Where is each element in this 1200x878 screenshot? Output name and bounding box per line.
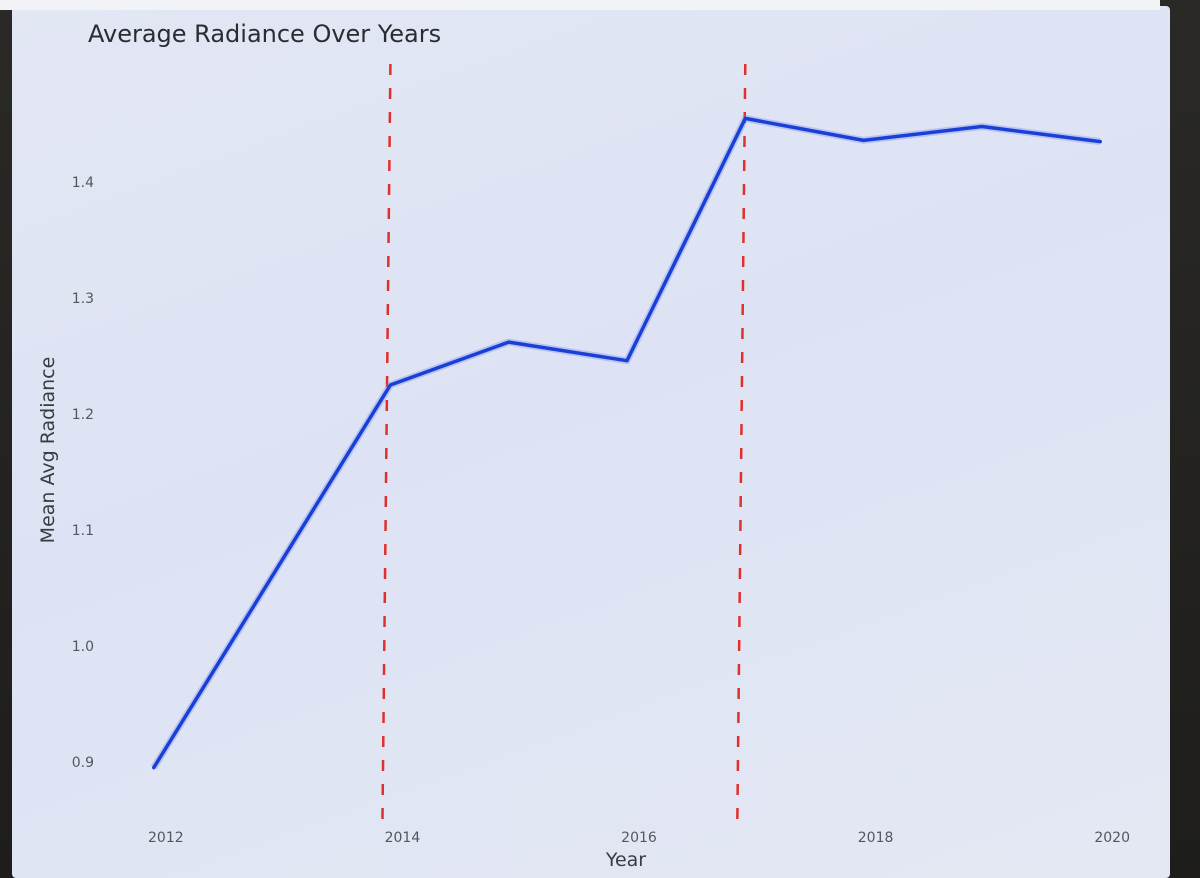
chart-panel <box>12 6 1170 878</box>
y-axis-title: Mean Avg Radiance <box>37 357 59 544</box>
chart-title: Average Radiance Over Years <box>88 20 441 48</box>
y-tick-label: 1.3 <box>72 291 94 307</box>
y-tick-label: 1.1 <box>72 523 94 539</box>
y-tick-label: 1.4 <box>72 175 94 191</box>
x-tick-label: 2020 <box>1094 830 1130 846</box>
x-tick-label: 2016 <box>621 830 657 846</box>
vertical-reference-line <box>381 63 392 825</box>
series-lines <box>150 114 1102 770</box>
x-tick-label: 2018 <box>858 830 894 846</box>
series-line-glow <box>150 114 1101 770</box>
series-line <box>152 116 1102 770</box>
y-tick-label: 0.9 <box>72 755 94 771</box>
y-tick-label: 1.2 <box>72 407 94 423</box>
window-top-edge <box>0 0 1160 10</box>
reference-lines <box>381 63 747 825</box>
y-tick-label: 1.0 <box>72 639 94 655</box>
x-axis-ticks: 2012 2014 2016 2018 2020 <box>148 830 1130 846</box>
y-axis-ticks: 0.9 1.0 1.1 1.2 1.3 1.4 <box>72 175 94 771</box>
x-tick-label: 2012 <box>148 830 184 846</box>
x-axis-title: Year <box>605 849 646 871</box>
x-tick-label: 2014 <box>385 830 421 846</box>
vertical-reference-line <box>736 63 747 825</box>
